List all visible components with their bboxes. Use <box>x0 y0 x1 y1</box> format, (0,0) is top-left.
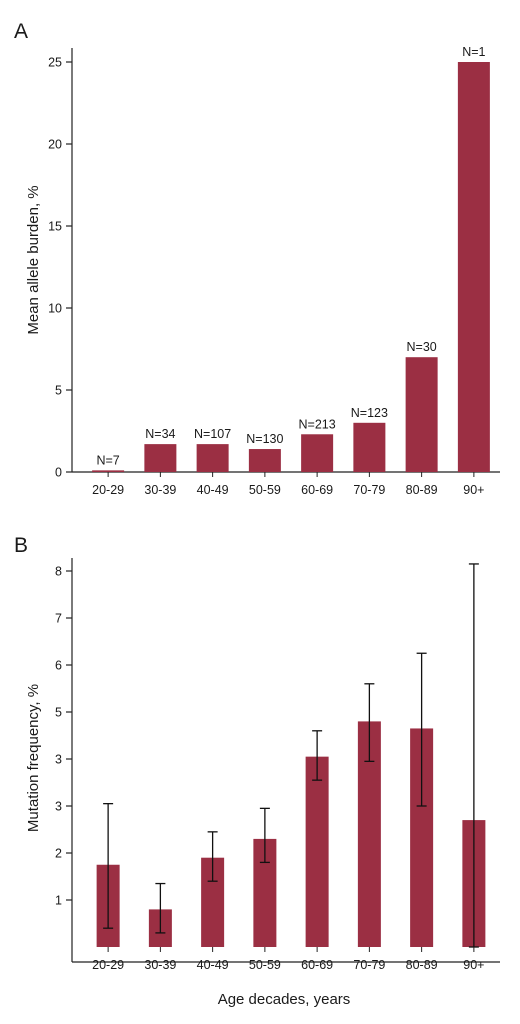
panel-a-y-tick-label: 0 <box>55 466 62 480</box>
panel-a-bar-count-label: N=123 <box>351 406 388 420</box>
panel-a-bar <box>405 357 438 472</box>
panel-a-bar <box>144 444 177 472</box>
panel-a-bar-count-label: N=107 <box>194 427 231 441</box>
panel-b-y-tick-label: 8 <box>55 565 62 579</box>
panel-a-bar-count-label: N=213 <box>299 417 336 431</box>
panel-a-letter: A <box>14 20 28 43</box>
panel-a-x-tick-label: 40-49 <box>197 483 229 497</box>
panel-b-letter: B <box>14 534 28 557</box>
panel-b-bar <box>357 721 381 947</box>
panel-a-bar-count-label: N=30 <box>407 340 437 354</box>
panel-b-y-tick-label: 5 <box>55 706 62 720</box>
panel-b-y-tick-label: 7 <box>55 612 62 626</box>
panel-b-x-tick-label: 80-89 <box>406 958 438 972</box>
panel-b-x-tick-label: 90+ <box>463 958 484 972</box>
panel-a-bar <box>196 444 229 472</box>
panel-b-x-tick-label: 20-29 <box>92 958 124 972</box>
panel-b-bar <box>410 728 434 947</box>
panel-a-y-ticks: 0 5 10 15 20 25 <box>48 56 72 480</box>
panel-b-y-tick-label: 3 <box>55 753 62 767</box>
panel-b-bar <box>305 756 329 947</box>
panel-b-x-tick-label: 70-79 <box>353 958 385 972</box>
panel-a-bar <box>248 449 281 472</box>
panel-a-x-tick-label: 60-69 <box>301 483 333 497</box>
panel-a-bar <box>353 422 386 472</box>
panel-b: B Mutation frequency, % 1 2 3 3 5 6 7 8 20-29 30… <box>14 534 500 1008</box>
panel-b-y-tick-label: 6 <box>55 659 62 673</box>
panel-a-x-ticks: 20-29 30-39 40-49 50-59 60-69 70-79 80-89 90+ <box>92 472 484 497</box>
panel-a-bars <box>92 62 490 472</box>
panel-b-x-ticks: 20-29 30-39 40-49 50-59 60-69 70-79 80-89 90+ <box>92 947 484 972</box>
panel-a-bar <box>301 434 334 472</box>
panel-b-x-tick-label: 60-69 <box>301 958 333 972</box>
panel-b-bar <box>253 838 277 947</box>
panel-b-x-axis-label: Age decades, years <box>218 991 351 1008</box>
panel-b-error-bars <box>103 563 479 948</box>
panel-a-x-tick-label: 70-79 <box>353 483 385 497</box>
panel-b-y-tick-label: 2 <box>55 847 62 861</box>
panel-a-y-tick-label: 10 <box>48 302 62 316</box>
panel-a-bar-count-label: N=7 <box>96 453 119 467</box>
panel-a-x-tick-label: 30-39 <box>144 483 176 497</box>
panel-a-y-tick-label: 20 <box>48 138 62 152</box>
panel-b-y-tick-label: 3 <box>55 800 62 814</box>
panel-a-x-tick-label: 50-59 <box>249 483 281 497</box>
panel-b-x-tick-label: 30-39 <box>144 958 176 972</box>
panel-b-x-tick-label: 40-49 <box>197 958 229 972</box>
panel-a-y-axis-label: Mean allele burden, % <box>25 185 42 334</box>
panel-a-x-tick-label: 80-89 <box>406 483 438 497</box>
panel-b-y-axis-label: Mutation frequency, % <box>25 684 42 832</box>
panel-a-x-tick-label: 90+ <box>463 483 484 497</box>
panel-a-y-tick-label: 5 <box>55 384 62 398</box>
panel-a-y-tick-label: 15 <box>48 220 62 234</box>
panel-b-y-ticks: 1 2 3 3 5 6 7 8 <box>55 565 72 908</box>
panel-a-bar <box>92 470 125 472</box>
panel-b-bars <box>96 721 486 947</box>
panel-a-bar <box>457 62 490 472</box>
panel-a-bar-count-label: N=34 <box>145 427 175 441</box>
panel-a-y-tick-label: 25 <box>48 56 62 70</box>
panel-a-bar-count-label: N=1 <box>462 45 485 59</box>
panel-a-n-labels: N=7 N=34 N=107 N=130 N=213 N=123 N=30 N=1 <box>96 45 485 467</box>
panel-a-x-tick-label: 20-29 <box>92 483 124 497</box>
panel-b-bar <box>201 857 225 947</box>
panel-b-x-tick-label: 50-59 <box>249 958 281 972</box>
panel-a-bar-count-label: N=130 <box>246 432 283 446</box>
panel-b-y-tick-label: 1 <box>55 894 62 908</box>
